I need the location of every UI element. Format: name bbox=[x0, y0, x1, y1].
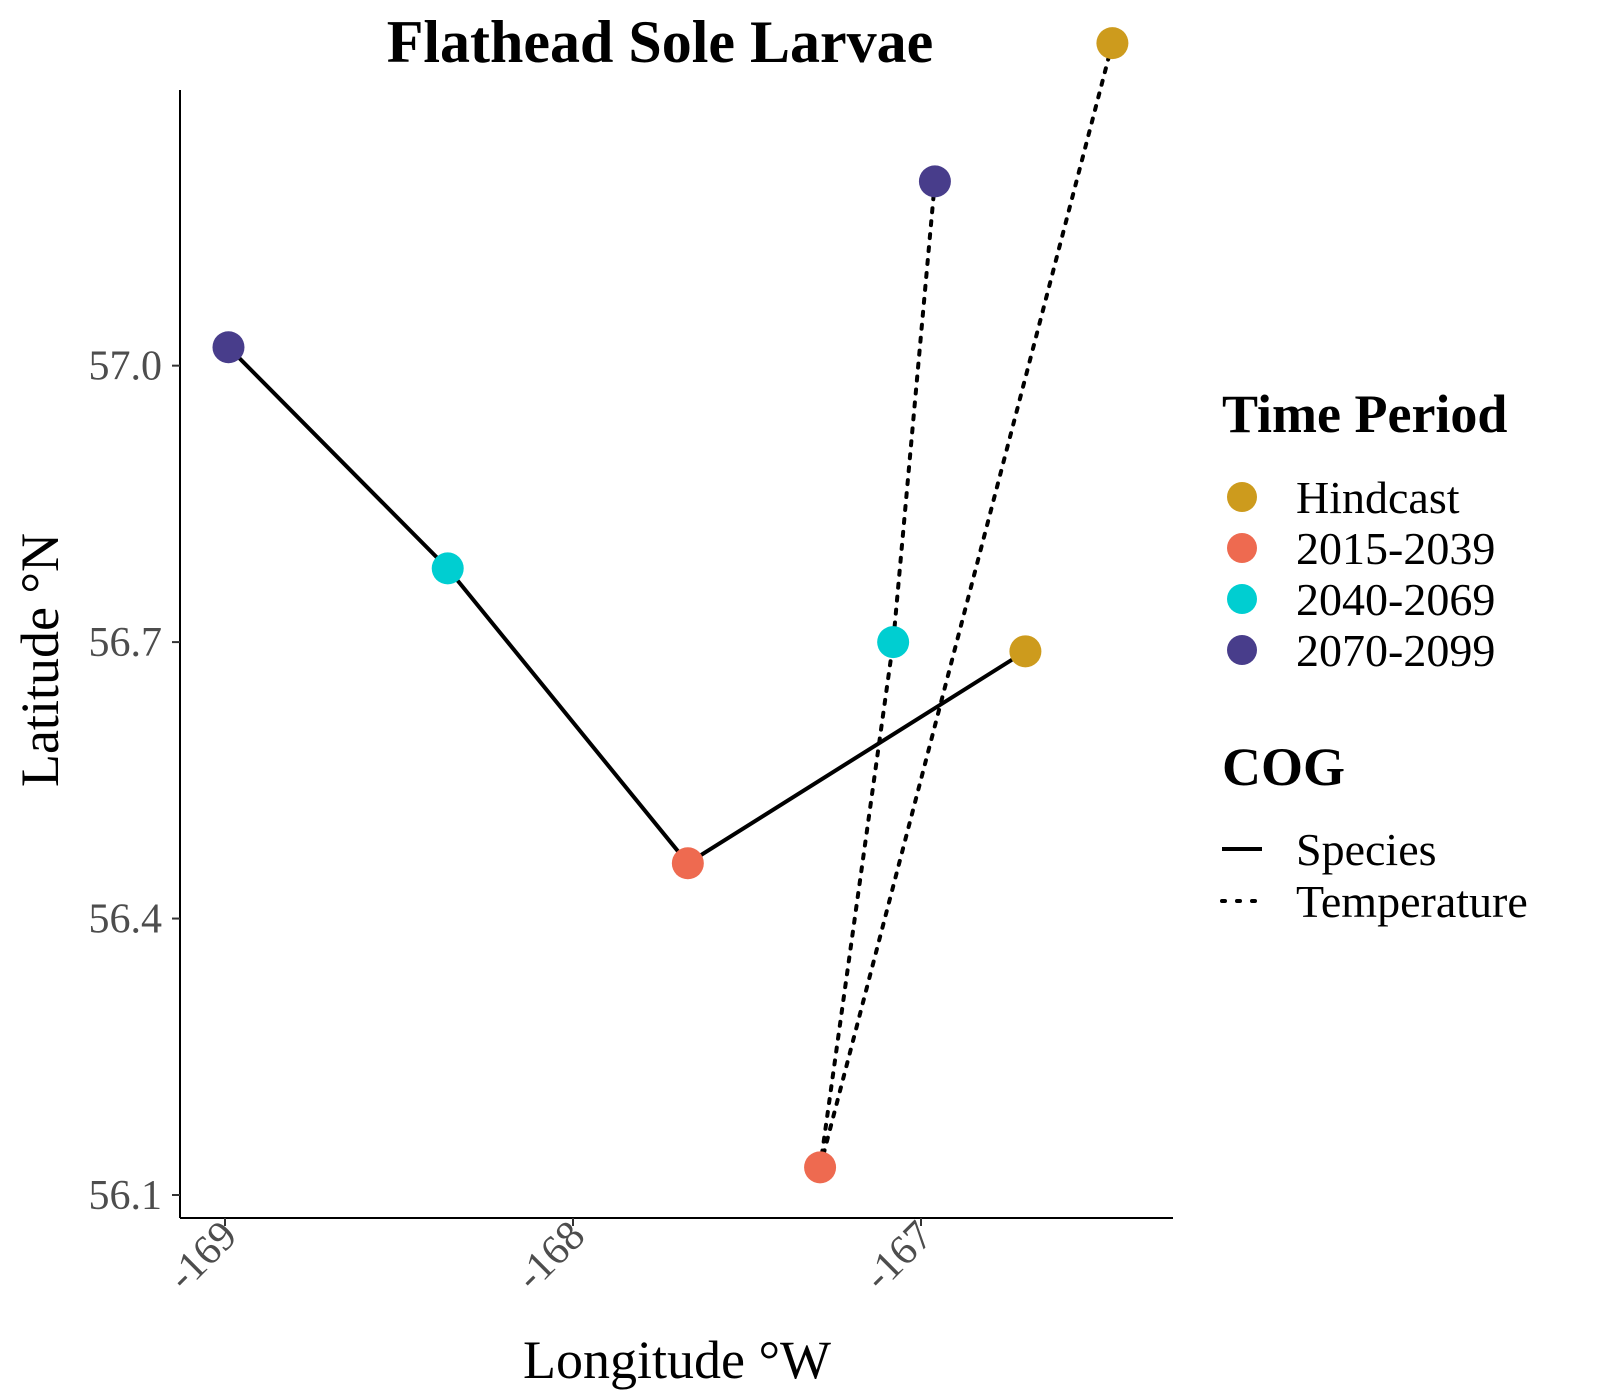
temperature-line-2 bbox=[818, 179, 937, 1170]
legend-key-2070-2099 bbox=[1227, 635, 1257, 665]
y-tick-label: 56.4 bbox=[89, 897, 163, 943]
y-axis-title: Latitude °N bbox=[10, 533, 70, 787]
temperature-point-hindcast bbox=[1096, 27, 1129, 60]
plot-area bbox=[212, 27, 1129, 1184]
legend-title-time-period: Time Period bbox=[1222, 384, 1507, 444]
legend-label-2070-2099: 2070-2099 bbox=[1296, 625, 1495, 676]
legend-title-cog: COG bbox=[1222, 737, 1345, 797]
legend-label-species: Species bbox=[1296, 824, 1437, 875]
legend-label-hindcast: Hindcast bbox=[1296, 472, 1460, 523]
x-tick-label: -169 bbox=[159, 1213, 246, 1300]
x-tick-label: -167 bbox=[855, 1213, 942, 1300]
species-line bbox=[227, 345, 1027, 866]
legend: Time Period COG Hindcast2015-20392040-20… bbox=[1220, 384, 1528, 927]
y-tick-label: 57.0 bbox=[89, 344, 163, 390]
species-point-2040-2069 bbox=[431, 552, 464, 585]
axes: 56.1 56.4 56.7 57.0 -169 -168 -167 bbox=[89, 90, 1173, 1300]
legend-key-2015-2039 bbox=[1227, 533, 1257, 563]
legend-key-2040-2069 bbox=[1227, 584, 1257, 614]
temperature-line-1 bbox=[818, 41, 1115, 1170]
species-point-2070-2099 bbox=[212, 331, 245, 364]
legend-label-2040-2069: 2040-2069 bbox=[1296, 574, 1495, 625]
legend-label-2015-2039: 2015-2039 bbox=[1296, 523, 1495, 574]
chart-title: Flathead Sole Larvae bbox=[387, 9, 934, 75]
x-tick-label: -168 bbox=[507, 1213, 594, 1300]
temperature-point-2040-2069 bbox=[877, 626, 910, 659]
legend-key-hindcast bbox=[1227, 482, 1257, 512]
y-tick-label: 56.7 bbox=[89, 620, 163, 666]
legend-label-temperature: Temperature bbox=[1296, 876, 1528, 927]
temperature-point-2015-2039 bbox=[804, 1151, 837, 1184]
y-tick-label: 56.1 bbox=[89, 1173, 163, 1219]
temperature-point-2070-2099 bbox=[918, 165, 951, 198]
species-point-2015-2039 bbox=[671, 847, 704, 880]
x-axis-title: Longitude °W bbox=[523, 1330, 831, 1390]
species-point-hindcast bbox=[1009, 635, 1042, 668]
